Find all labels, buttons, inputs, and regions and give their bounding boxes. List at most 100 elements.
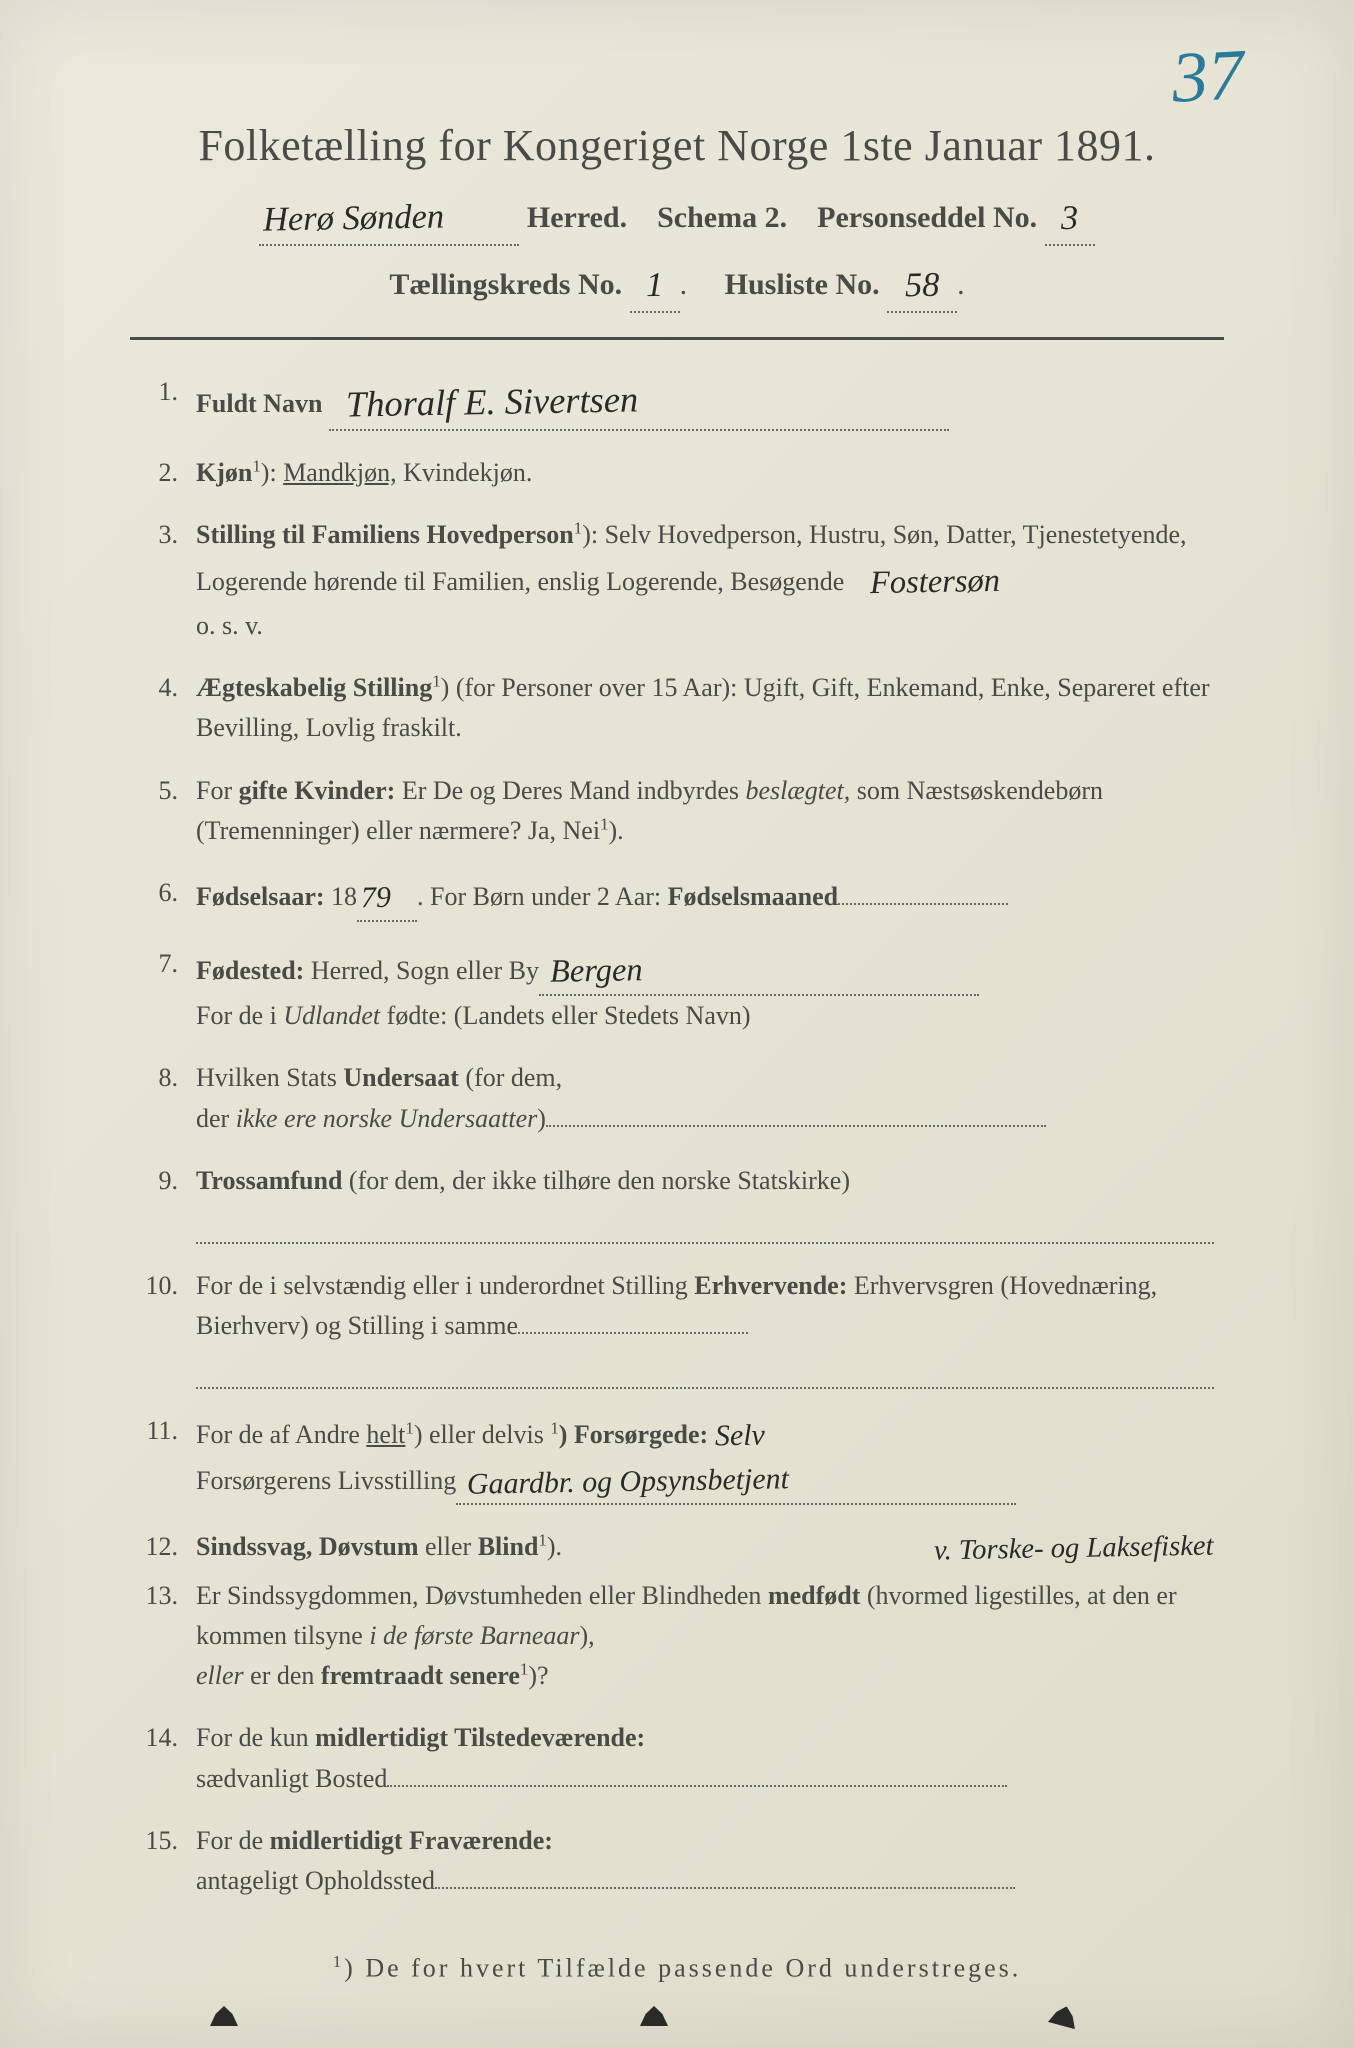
sup: 1 bbox=[538, 1531, 546, 1550]
line2: er den bbox=[244, 1661, 321, 1690]
item-6: 6. Fødselsaar: 1879 . For Børn under 2 Aa… bbox=[138, 873, 1224, 921]
item-num: 15. bbox=[138, 1821, 196, 1902]
dots bbox=[196, 1352, 1214, 1388]
item-num: 10. bbox=[138, 1266, 196, 1389]
dots bbox=[838, 879, 1008, 905]
item-num: 7. bbox=[138, 944, 196, 1037]
paper-tear bbox=[210, 2006, 238, 2026]
item-14: 14. For de kun midlertidigt Tilstedevære… bbox=[138, 1718, 1224, 1799]
end: ). bbox=[609, 816, 624, 845]
label: Fødselsaar: bbox=[196, 882, 325, 911]
body: Herred, Sogn eller By bbox=[304, 956, 539, 985]
u1: helt bbox=[366, 1420, 405, 1449]
end: )? bbox=[528, 1661, 548, 1690]
body: Er De og Deres Mand indbyrdes bbox=[395, 776, 745, 805]
item-num: 6. bbox=[138, 873, 196, 921]
ital: ikke ere norske Undersaatter bbox=[236, 1104, 538, 1133]
item-num: 5. bbox=[138, 771, 196, 852]
text: ): bbox=[261, 458, 283, 487]
sup: 1 bbox=[574, 518, 582, 537]
label: Erhvervende: bbox=[694, 1271, 847, 1300]
line2i: Udlandet bbox=[283, 1001, 380, 1030]
item-10: 10. For de i selvstændig eller i underor… bbox=[138, 1266, 1224, 1389]
herred-name: Herø Sønden bbox=[263, 189, 445, 247]
line2: der bbox=[196, 1104, 236, 1133]
label: Stilling til Familiens Hovedperson bbox=[196, 520, 574, 549]
line2a: For de i bbox=[196, 1001, 283, 1030]
pre: Hvilken Stats bbox=[196, 1063, 343, 1092]
provider-occupation: Gaardbr. og Opsynsbetjent bbox=[466, 1456, 789, 1508]
form-title: Folketælling for Kongeriget Norge 1ste J… bbox=[130, 120, 1224, 171]
sup: 1 bbox=[600, 814, 608, 833]
line2: Forsørgerens Livsstilling bbox=[196, 1466, 456, 1495]
husliste-label: Husliste No. bbox=[725, 268, 880, 301]
item-8: 8. Hvilken Stats Undersaat (for dem, der… bbox=[138, 1058, 1224, 1139]
label: gifte Kvinder: bbox=[239, 776, 396, 805]
body: (for dem, der ikke tilhøre den norske St… bbox=[342, 1166, 850, 1195]
label2: Blind bbox=[478, 1532, 539, 1561]
pre: For de bbox=[196, 1826, 270, 1855]
label: midlertidigt Fraværende: bbox=[270, 1826, 553, 1855]
form-body: 1. Fuldt Navn Thoralf E. Sivertsen 2. Kj… bbox=[130, 372, 1224, 1901]
body: (for dem, bbox=[459, 1063, 562, 1092]
label: Fødested: bbox=[196, 956, 304, 985]
item-7: 7. Fødested: Herred, Sogn eller By Berge… bbox=[138, 944, 1224, 1037]
dots bbox=[435, 1863, 1015, 1889]
ital: beslægtet, bbox=[746, 776, 851, 805]
husliste-no: 58 bbox=[904, 258, 939, 314]
mid: ) eller delvis bbox=[414, 1420, 550, 1449]
item-13: 13. Er Sindssygdommen, Døvstumheden elle… bbox=[138, 1576, 1224, 1697]
label: Undersaat bbox=[343, 1063, 459, 1092]
ital: i de første Barneaar bbox=[369, 1621, 579, 1650]
item-2: 2. Kjøn1): Mandkjøn, Kvindekjøn. bbox=[138, 453, 1224, 493]
item-11: 11. For de af Andre helt1) eller delvis … bbox=[138, 1411, 1224, 1506]
schema-label: Schema 2. bbox=[657, 201, 787, 234]
taellingskreds-label: Tællingskreds No. bbox=[389, 268, 622, 301]
label: Kjøn bbox=[196, 458, 252, 487]
label: Fuldt Navn bbox=[196, 389, 322, 418]
divider bbox=[130, 337, 1224, 340]
item-num: 14. bbox=[138, 1718, 196, 1799]
page-number-annotation: 37 bbox=[1170, 33, 1246, 120]
item-5: 5. For gifte Kvinder: Er De og Deres Man… bbox=[138, 771, 1224, 852]
pre: For de af Andre bbox=[196, 1420, 366, 1449]
mid: . For Børn under 2 Aar: bbox=[417, 882, 668, 911]
sup: 1 bbox=[333, 1952, 344, 1971]
item-num: 9. bbox=[138, 1161, 196, 1244]
label2: fremtraadt senere bbox=[321, 1661, 520, 1690]
pre: 18 bbox=[325, 882, 358, 911]
birth-year: 79 bbox=[361, 875, 392, 922]
item-3: 3. Stilling til Familiens Hovedperson1):… bbox=[138, 515, 1224, 646]
pre: For de kun bbox=[196, 1723, 315, 1752]
item-num: 8. bbox=[138, 1058, 196, 1139]
item-num: 1. bbox=[138, 372, 196, 430]
item-num: 3. bbox=[138, 515, 196, 646]
item-9: 9. Trossamfund (for dem, der ikke tilhør… bbox=[138, 1161, 1224, 1244]
label: Ægteskabelig Stilling bbox=[196, 673, 432, 702]
paper-tear bbox=[640, 2006, 668, 2026]
herred-label: Herred. bbox=[527, 201, 627, 234]
label: ) Forsørgede: bbox=[559, 1420, 708, 1449]
header-line-2: Tællingskreds No. 1. Husliste No. 58. bbox=[130, 256, 1224, 313]
sup: 1 bbox=[405, 1418, 413, 1437]
personseddel-no: 3 bbox=[1061, 191, 1079, 246]
birthplace-value: Bergen bbox=[549, 945, 643, 997]
item-num: 11. bbox=[138, 1411, 196, 1506]
sup: 1 bbox=[432, 671, 440, 690]
line2: antageligt Opholdssted bbox=[196, 1866, 435, 1895]
dots bbox=[196, 1207, 1214, 1243]
opt-kvindekjon: Kvindekjøn. bbox=[397, 458, 533, 487]
label: medfødt bbox=[768, 1581, 860, 1610]
label2: Fødselsmaaned bbox=[668, 882, 838, 911]
footnote: 1) De for hvert Tilfælde passende Ord un… bbox=[130, 1952, 1224, 1984]
hand1: Selv bbox=[714, 1412, 765, 1459]
label: midlertidigt Tilstedeværende: bbox=[315, 1723, 645, 1752]
item-4: 4. Ægteskabelig Stilling1) (for Personer… bbox=[138, 668, 1224, 749]
census-form-page: 37 Folketælling for Kongeriget Norge 1st… bbox=[0, 0, 1354, 2048]
label: Trossamfund bbox=[196, 1166, 342, 1195]
dots bbox=[546, 1101, 1046, 1127]
item-15: 15. For de midlertidigt Fraværende: anta… bbox=[138, 1821, 1224, 1902]
dots bbox=[518, 1308, 748, 1334]
dots bbox=[387, 1761, 1007, 1787]
label: Sindssvag, Døvstum bbox=[196, 1532, 419, 1561]
